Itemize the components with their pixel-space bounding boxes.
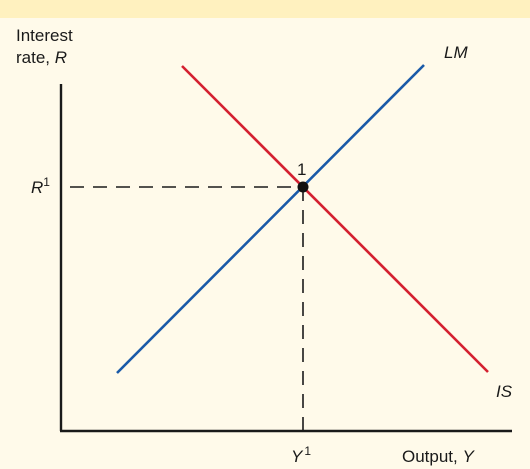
top-band xyxy=(0,0,530,18)
is-curve xyxy=(181,65,489,373)
y-axis-label-var: R xyxy=(55,48,67,67)
y-axis-label-line1: Interest xyxy=(16,26,73,45)
y1-sup: 1 xyxy=(304,444,311,458)
equilibrium-label: 1 xyxy=(297,160,306,179)
lm-curve xyxy=(116,64,425,374)
y1-var: Y xyxy=(291,447,304,466)
y-axis-label-line2: rate, R xyxy=(16,48,67,67)
x-axis-label-var: Y xyxy=(462,447,475,466)
r1-label: R1 xyxy=(31,175,50,197)
lm-label: LM xyxy=(444,43,468,62)
is-label: IS xyxy=(496,382,513,401)
r1-sup: 1 xyxy=(43,175,50,189)
r1-var: R xyxy=(31,178,43,197)
x-axis-label-text: Output, xyxy=(402,447,462,466)
x-axis-label: Output, Y xyxy=(402,447,475,466)
equilibrium-point xyxy=(297,181,309,193)
y-axis-label-text: rate, xyxy=(16,48,55,67)
